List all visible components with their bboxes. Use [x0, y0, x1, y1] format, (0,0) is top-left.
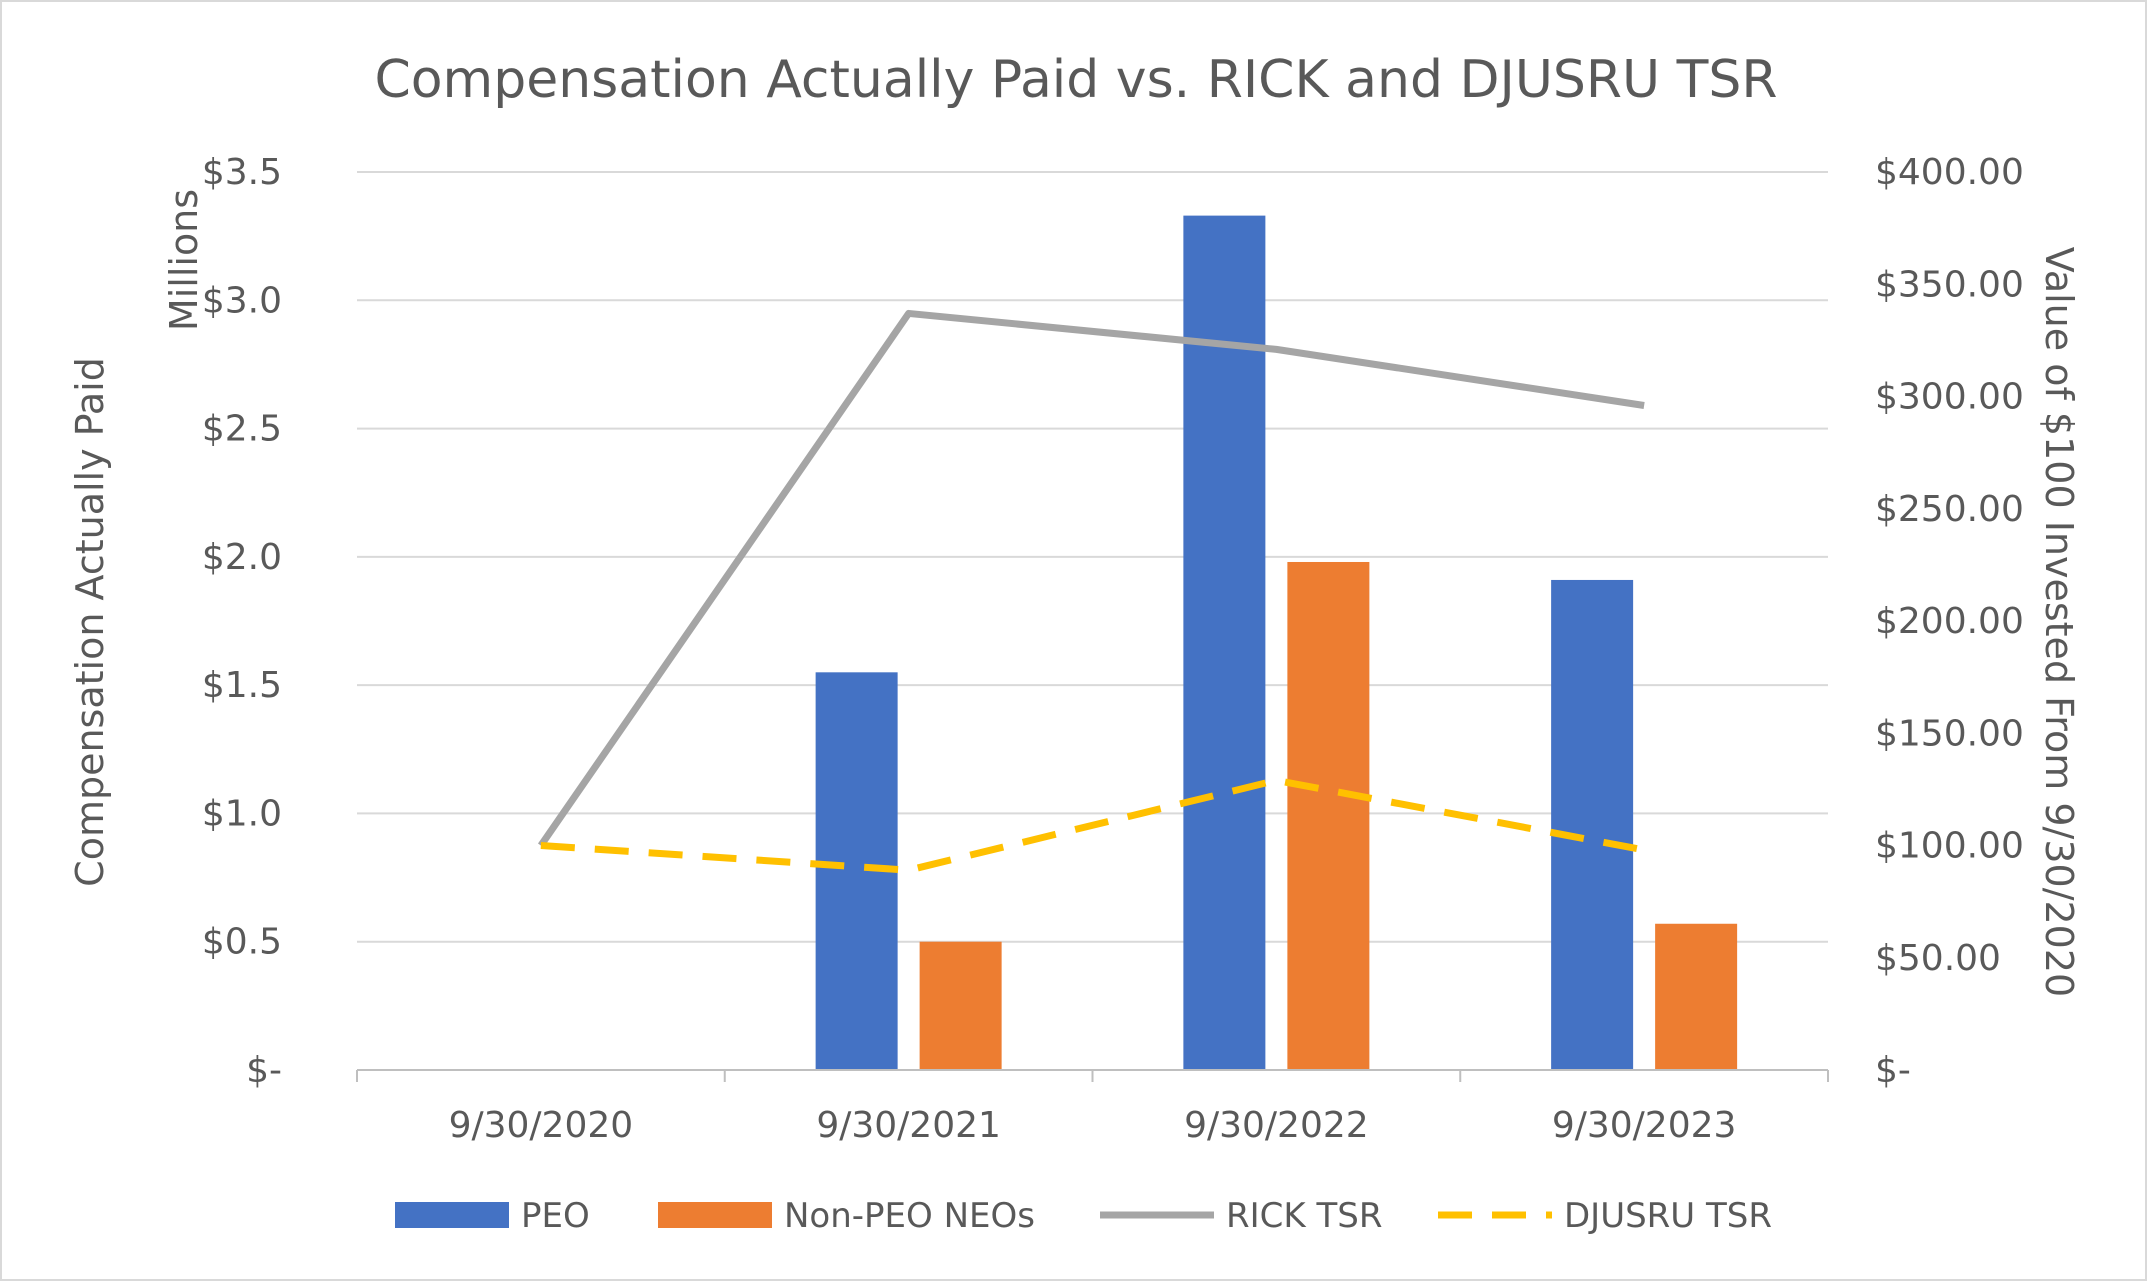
right-axis-ticks: $- $50.00 $100.00 $150.00 $200.00 $250.00 $300…: [1875, 152, 2024, 1091]
left-tick-label: $1.0: [202, 793, 282, 834]
right-tick-label: $-: [1875, 1050, 1911, 1091]
x-tick-label: 9/30/2020: [449, 1105, 634, 1146]
right-tick-label: $350.00: [1875, 264, 2024, 305]
line-rick-tsr: [537, 309, 1645, 848]
chart-title: Compensation Actually Paid vs. RICK and …: [374, 50, 1777, 110]
x-tick-label: 9/30/2021: [816, 1105, 1001, 1146]
left-tick-label: $2.5: [202, 409, 282, 450]
left-tick-label: $-: [246, 1050, 282, 1091]
bar-non-peo-neos: [919, 941, 1002, 1070]
right-tick-label: $150.00: [1875, 713, 2024, 754]
left-tick-label: $3.0: [202, 280, 282, 321]
x-tick-label: 9/30/2022: [1184, 1105, 1369, 1146]
right-tick-label: $400.00: [1875, 152, 2024, 193]
x-tick-label: 9/30/2023: [1552, 1105, 1737, 1146]
left-axis-ticks: $- $0.5 $1.0 $1.5 $2.0 $2.5 $3.0 $3.5: [202, 152, 282, 1091]
left-axis-title: Compensation Actually Paid: [68, 357, 112, 887]
legend-label-non-peo-neos: Non-PEO NEOs: [784, 1196, 1035, 1236]
legend-swatch-peo: [395, 1202, 509, 1228]
bar-peo: [1183, 215, 1266, 1071]
right-tick-label: $200.00: [1875, 601, 2024, 642]
left-tick-label: $0.5: [202, 922, 282, 963]
right-tick-label: $100.00: [1875, 826, 2024, 867]
bar-non-peo-neos: [1655, 923, 1738, 1070]
right-axis-title: Value of $100 Invested From 9/30/2020: [2037, 247, 2081, 997]
line-layer: [537, 309, 1645, 874]
legend-label-djusru-tsr: DJUSRU TSR: [1564, 1196, 1772, 1236]
legend: PEO Non-PEO NEOs RICK TSR DJUSRU TSR: [395, 1196, 1772, 1236]
legend-label-peo: PEO: [521, 1196, 590, 1236]
legend-swatch-non-peo-neos: [658, 1202, 772, 1228]
bar-peo: [1551, 579, 1634, 1070]
bar-layer: [815, 215, 1738, 1071]
right-tick-label: $250.00: [1875, 489, 2024, 530]
legend-label-rick-tsr: RICK TSR: [1226, 1196, 1382, 1236]
left-tick-label: $1.5: [202, 665, 282, 706]
left-tick-label: $2.0: [202, 537, 282, 578]
bar-non-peo-neos: [1287, 561, 1370, 1070]
axes: [356, 1069, 1829, 1082]
right-tick-label: $50.00: [1875, 938, 2001, 979]
left-axis-units-label: Millions: [162, 189, 206, 331]
line-djusru-tsr: [540, 776, 1645, 874]
x-axis-ticks: 9/30/2020 9/30/2021 9/30/2022 9/30/2023: [449, 1105, 1737, 1146]
gridlines: [357, 171, 1828, 943]
right-tick-label: $300.00: [1875, 377, 2024, 418]
left-tick-label: $3.5: [202, 152, 282, 193]
